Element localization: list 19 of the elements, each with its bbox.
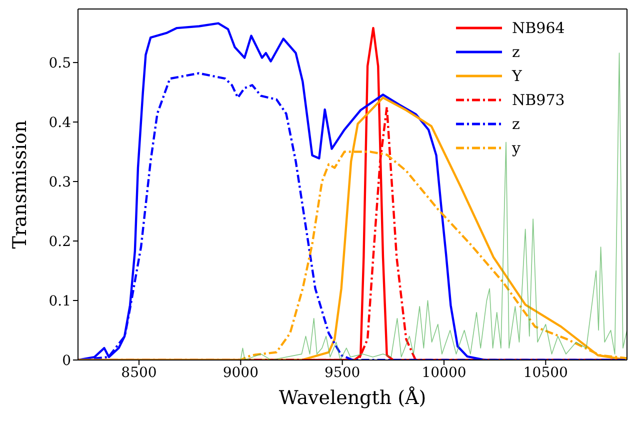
- y-tick-label: 0: [62, 352, 71, 369]
- x-tick-label: 10500: [523, 364, 568, 381]
- x-tick-label: 9500: [324, 364, 360, 381]
- y-tick-label: 0.4: [48, 115, 72, 132]
- y-tick-label: 0.5: [48, 56, 71, 72]
- x-axis-title: Wavelength (Å): [278, 386, 426, 409]
- x-tick-label: 8500: [121, 364, 157, 381]
- legend-label: Y: [511, 67, 523, 85]
- legend-label: y: [511, 139, 521, 157]
- legend-label: z: [512, 115, 520, 133]
- legend-label: NB964: [512, 19, 565, 37]
- legend-label: NB973: [512, 91, 565, 109]
- y-axis-title: Transmission: [9, 120, 31, 249]
- legend-label: z: [512, 43, 520, 61]
- x-tick-label: 9000: [222, 364, 258, 381]
- y-tick-label: 0.3: [48, 174, 71, 190]
- y-tick-label: 0.2: [48, 234, 71, 250]
- y-tick-label: 0.1: [48, 293, 71, 310]
- x-tick-label: 10000: [422, 364, 466, 381]
